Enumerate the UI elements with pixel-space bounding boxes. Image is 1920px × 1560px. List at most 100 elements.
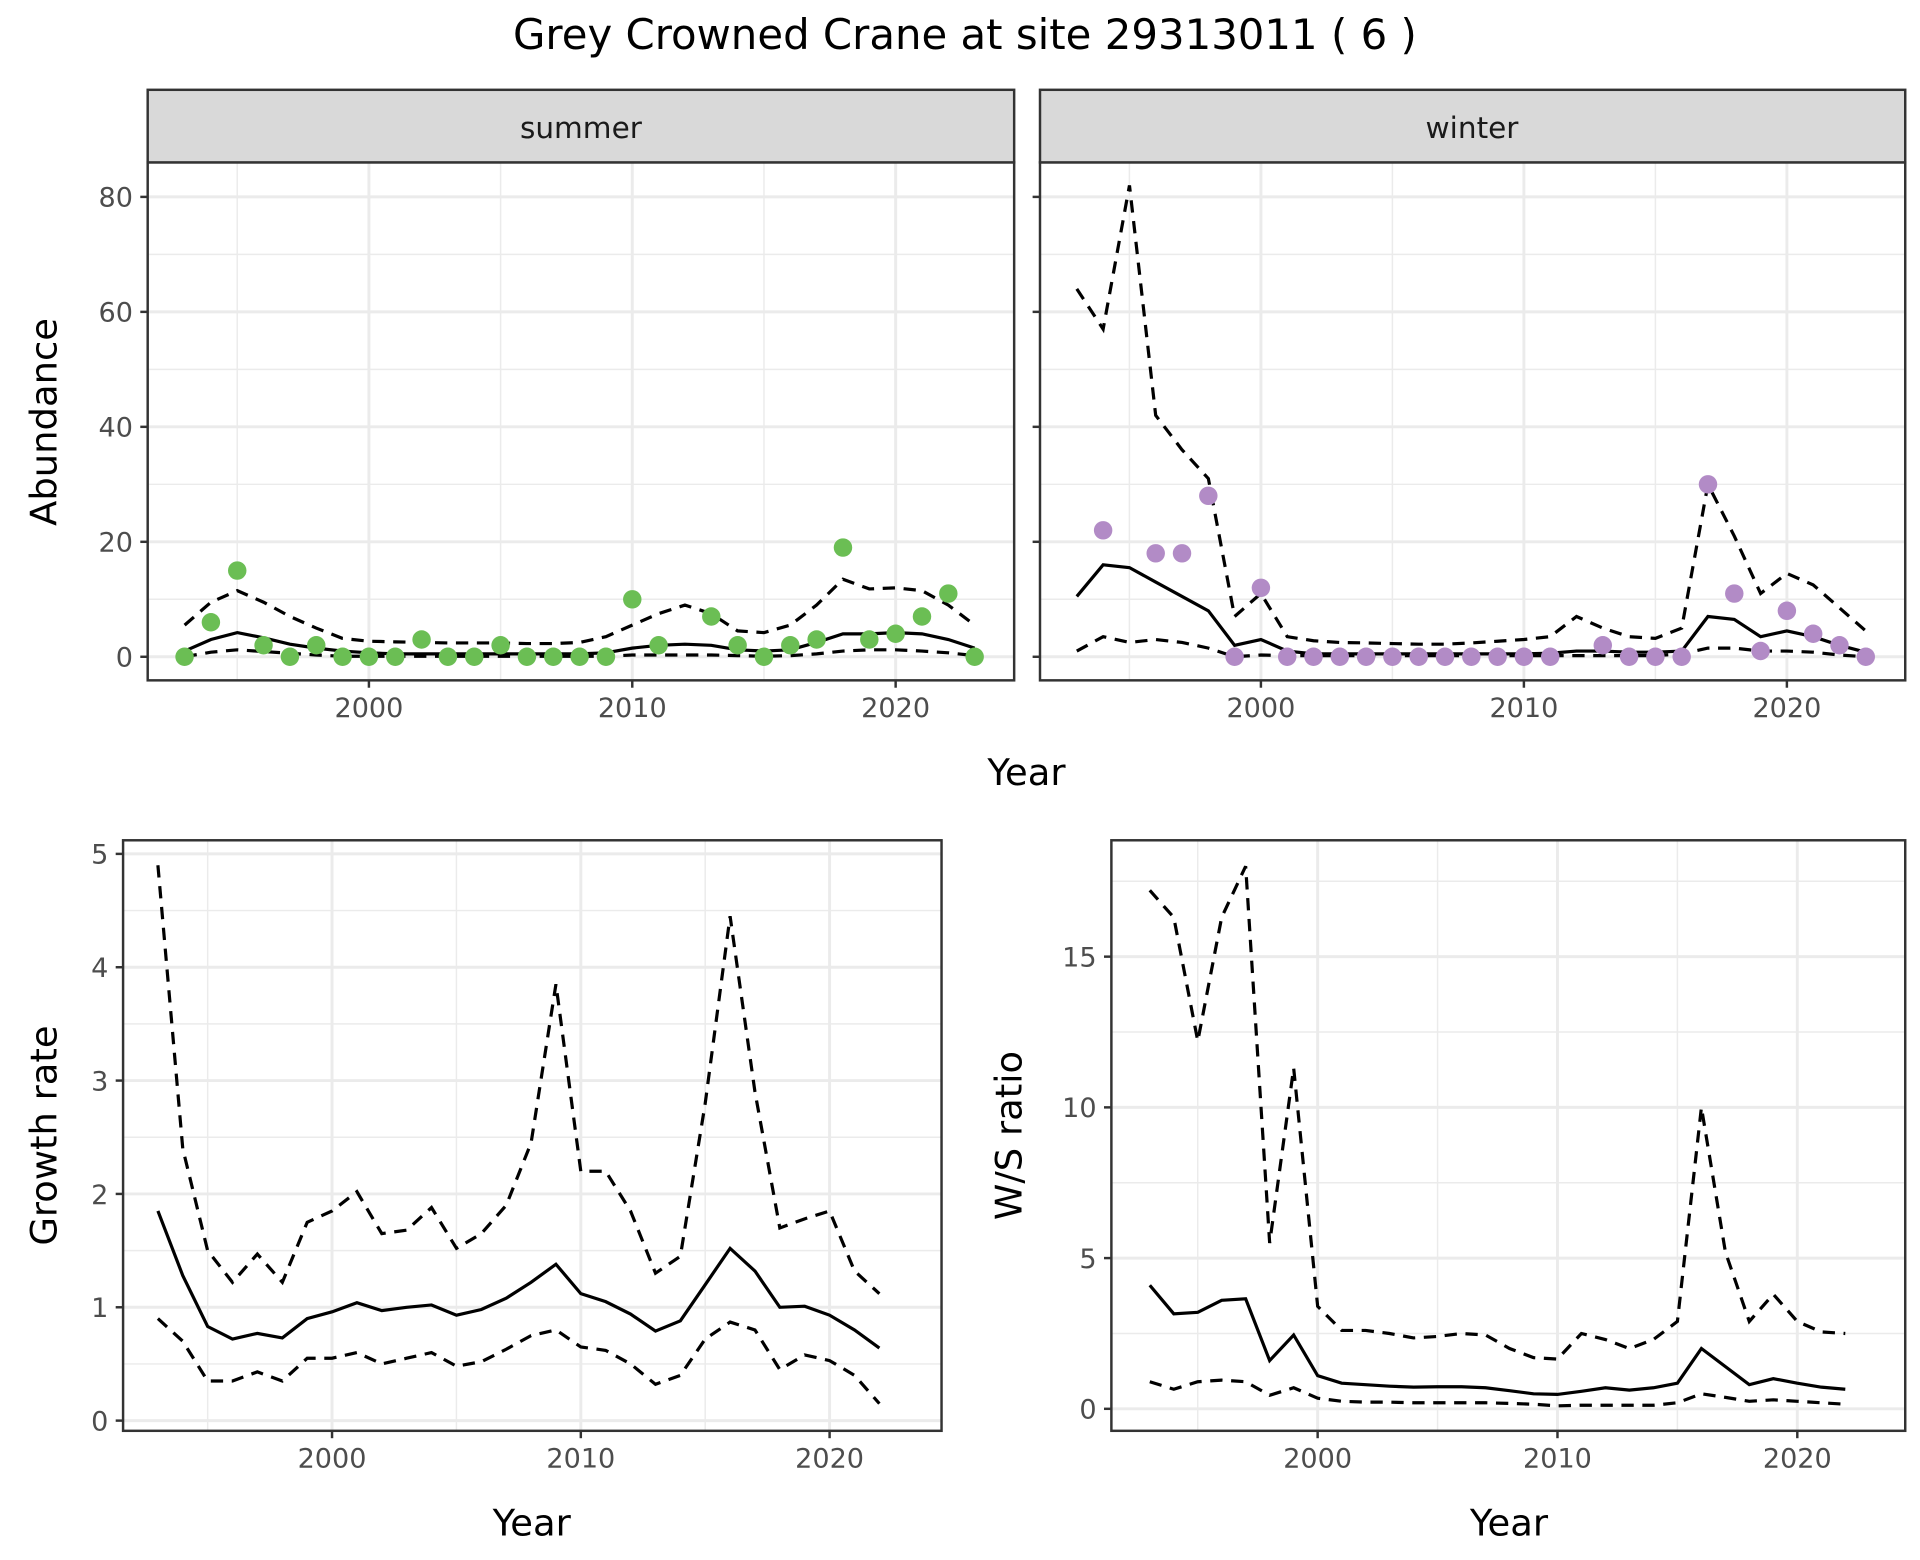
y-tick-label: 80 [98,183,132,214]
x-tick-label: 2010 [598,693,667,724]
y-tick-label: 3 [91,1066,108,1097]
panel-summer: 0 20 40 60 80 2000 2010 2020 [98,88,1016,724]
panel-ws-ratio: 0 5 10 15 2000 2010 2020 [1062,839,1907,1475]
mean-line [156,1210,881,1350]
x-tick-label: 2020 [795,1444,864,1475]
facet-strip [146,88,1016,164]
data-point [1172,544,1192,563]
upper-bound-line [1148,865,1846,1361]
chart-title: Grey Crowned Crane at site 29313011 ( 6 … [513,10,1417,59]
data-point [412,630,431,649]
y-tick-label: 5 [91,840,108,871]
data-point [886,624,905,644]
data-point [570,647,589,667]
data-point [544,647,563,667]
data-point [1751,641,1770,661]
data-point [1304,647,1323,667]
x-tick-label: 2020 [1763,1444,1832,1475]
data-point [702,607,721,626]
data-point [1856,647,1876,667]
data-point [1698,475,1718,494]
x-tick-label: 2010 [1523,1444,1592,1475]
data-point [1435,647,1455,667]
data-point [860,630,879,649]
y-tick-label: 60 [98,298,132,329]
data-point [1330,647,1350,667]
data-point [175,647,194,667]
data-point [333,647,352,667]
data-point [254,636,273,655]
data-point [1199,486,1218,506]
data-point [939,584,958,603]
mean-line [1075,563,1867,656]
data-point [465,647,484,667]
data-point [1803,624,1823,644]
panel-border [1038,161,1907,682]
data-point [623,590,642,609]
upper-bound-line [1075,185,1867,646]
x-tick-label: 2000 [298,1444,367,1475]
facet-strip [1038,88,1907,164]
data-point [807,630,826,649]
x-tick-label: 2020 [861,693,930,724]
y-axis-title-top: Abundance [23,318,66,526]
data-point [1777,601,1797,621]
data-point [1672,647,1691,667]
data-point [1830,636,1849,655]
data-point [201,613,221,632]
data-point [517,647,537,667]
data-point [965,647,984,667]
x-tick-label: 2020 [1752,693,1821,724]
y-tick-label: 1 [91,1293,108,1324]
x-tick-label: 2010 [1489,693,1558,724]
data-point [781,636,800,655]
x-tick-label: 2000 [334,693,403,724]
x-tick-label: 2010 [546,1444,615,1475]
upper-bound-line [183,577,976,646]
y-tick-label: 10 [1062,1093,1096,1124]
data-point [386,647,405,667]
data-point [1225,647,1244,667]
data-point [1462,647,1481,667]
data-point [728,636,747,655]
data-point [228,561,247,580]
y-tick-label: 15 [1062,942,1096,973]
data-point [359,647,379,667]
strip-label-summer: summer [520,111,643,145]
data-point [1514,647,1534,667]
panel-border [1110,839,1907,1433]
panel-border [121,839,943,1433]
data-point [1383,647,1402,667]
mean-line [1148,1284,1846,1397]
y-tick-label: 4 [91,953,108,984]
y-tick-label: 0 [91,1406,108,1437]
upper-bound-line [156,865,881,1295]
data-point [649,636,668,655]
data-point [1593,636,1613,655]
lower-bound-line [184,648,975,659]
data-point [1619,647,1639,667]
data-point [1540,647,1560,667]
data-point [1409,647,1428,667]
y-tick-label: 2 [91,1180,108,1211]
x-axis-title-ws: Year [1469,1501,1549,1544]
data-point [912,607,932,626]
data-point [1488,647,1507,667]
data-point [1093,521,1113,540]
y-tick-label: 40 [98,413,132,444]
data-point [1251,578,1271,598]
y-tick-label: 0 [1079,1395,1096,1426]
x-tick-label: 2000 [1283,1444,1352,1475]
lower-bound-line [156,1317,881,1405]
data-point [491,636,510,655]
data-point [596,647,616,667]
data-point [438,647,458,667]
data-point [833,538,853,557]
data-point [280,647,300,667]
data-point [1646,647,1665,667]
panel-border [146,161,1016,682]
data-point [307,636,326,655]
y-axis-title-ws: W/S ratio [988,1051,1031,1220]
lower-bound-line [1149,1378,1846,1408]
